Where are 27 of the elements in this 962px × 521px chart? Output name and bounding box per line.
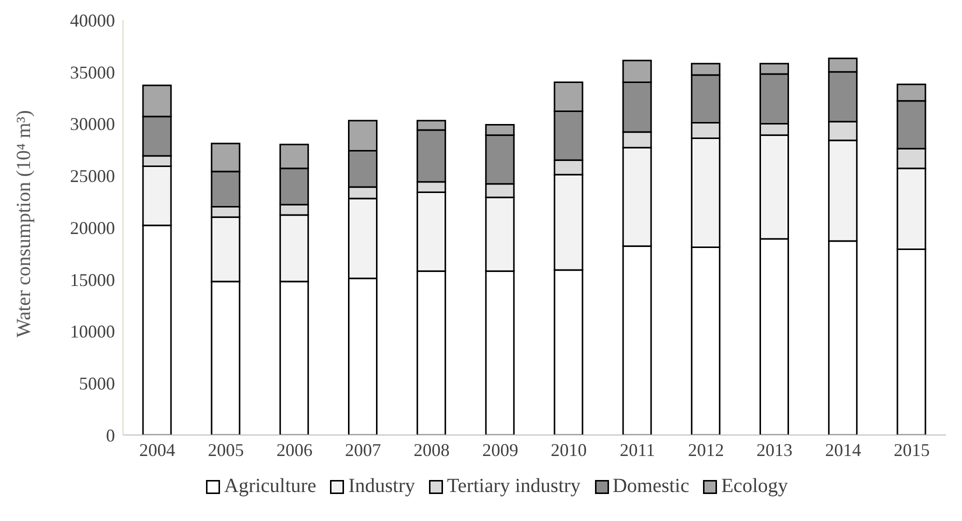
x-tick-label: 2007 <box>345 440 382 460</box>
x-tick-label: 2004 <box>139 440 176 460</box>
y-tick-label: 15000 <box>70 270 115 290</box>
y-tick-label: 25000 <box>70 166 115 186</box>
x-tick-label: 2005 <box>208 440 244 460</box>
y-tick-label: 0 <box>106 425 115 446</box>
legend-label: Industry <box>348 475 415 498</box>
x-tick-label: 2010 <box>550 440 587 460</box>
y-tick-label: 5000 <box>79 374 115 394</box>
y-tick-label: 20000 <box>70 218 115 238</box>
x-tick-label: 2013 <box>756 440 793 460</box>
x-tick-label: 2008 <box>414 440 450 460</box>
legend-label: Domestic <box>612 475 690 498</box>
y-tick-label: 40000 <box>70 10 115 30</box>
x-tick-label: 2014 <box>825 440 862 460</box>
x-tick-label: 2006 <box>276 440 312 460</box>
x-tick-label: 2012 <box>688 440 724 460</box>
y-tick-label: 35000 <box>70 62 115 82</box>
y-axis-title: Water consumption (10⁴ m³) <box>13 110 36 338</box>
legend-label: Agriculture <box>224 475 316 498</box>
x-tick-label: 2015 <box>894 440 930 460</box>
y-tick-label: 10000 <box>70 322 115 342</box>
legend-label: Tertiary industry <box>446 475 581 498</box>
y-tick-label: 30000 <box>70 114 115 134</box>
x-tick-label: 2011 <box>620 440 656 460</box>
legend-label: Ecology <box>721 475 788 498</box>
x-tick-label: 2009 <box>482 440 518 460</box>
